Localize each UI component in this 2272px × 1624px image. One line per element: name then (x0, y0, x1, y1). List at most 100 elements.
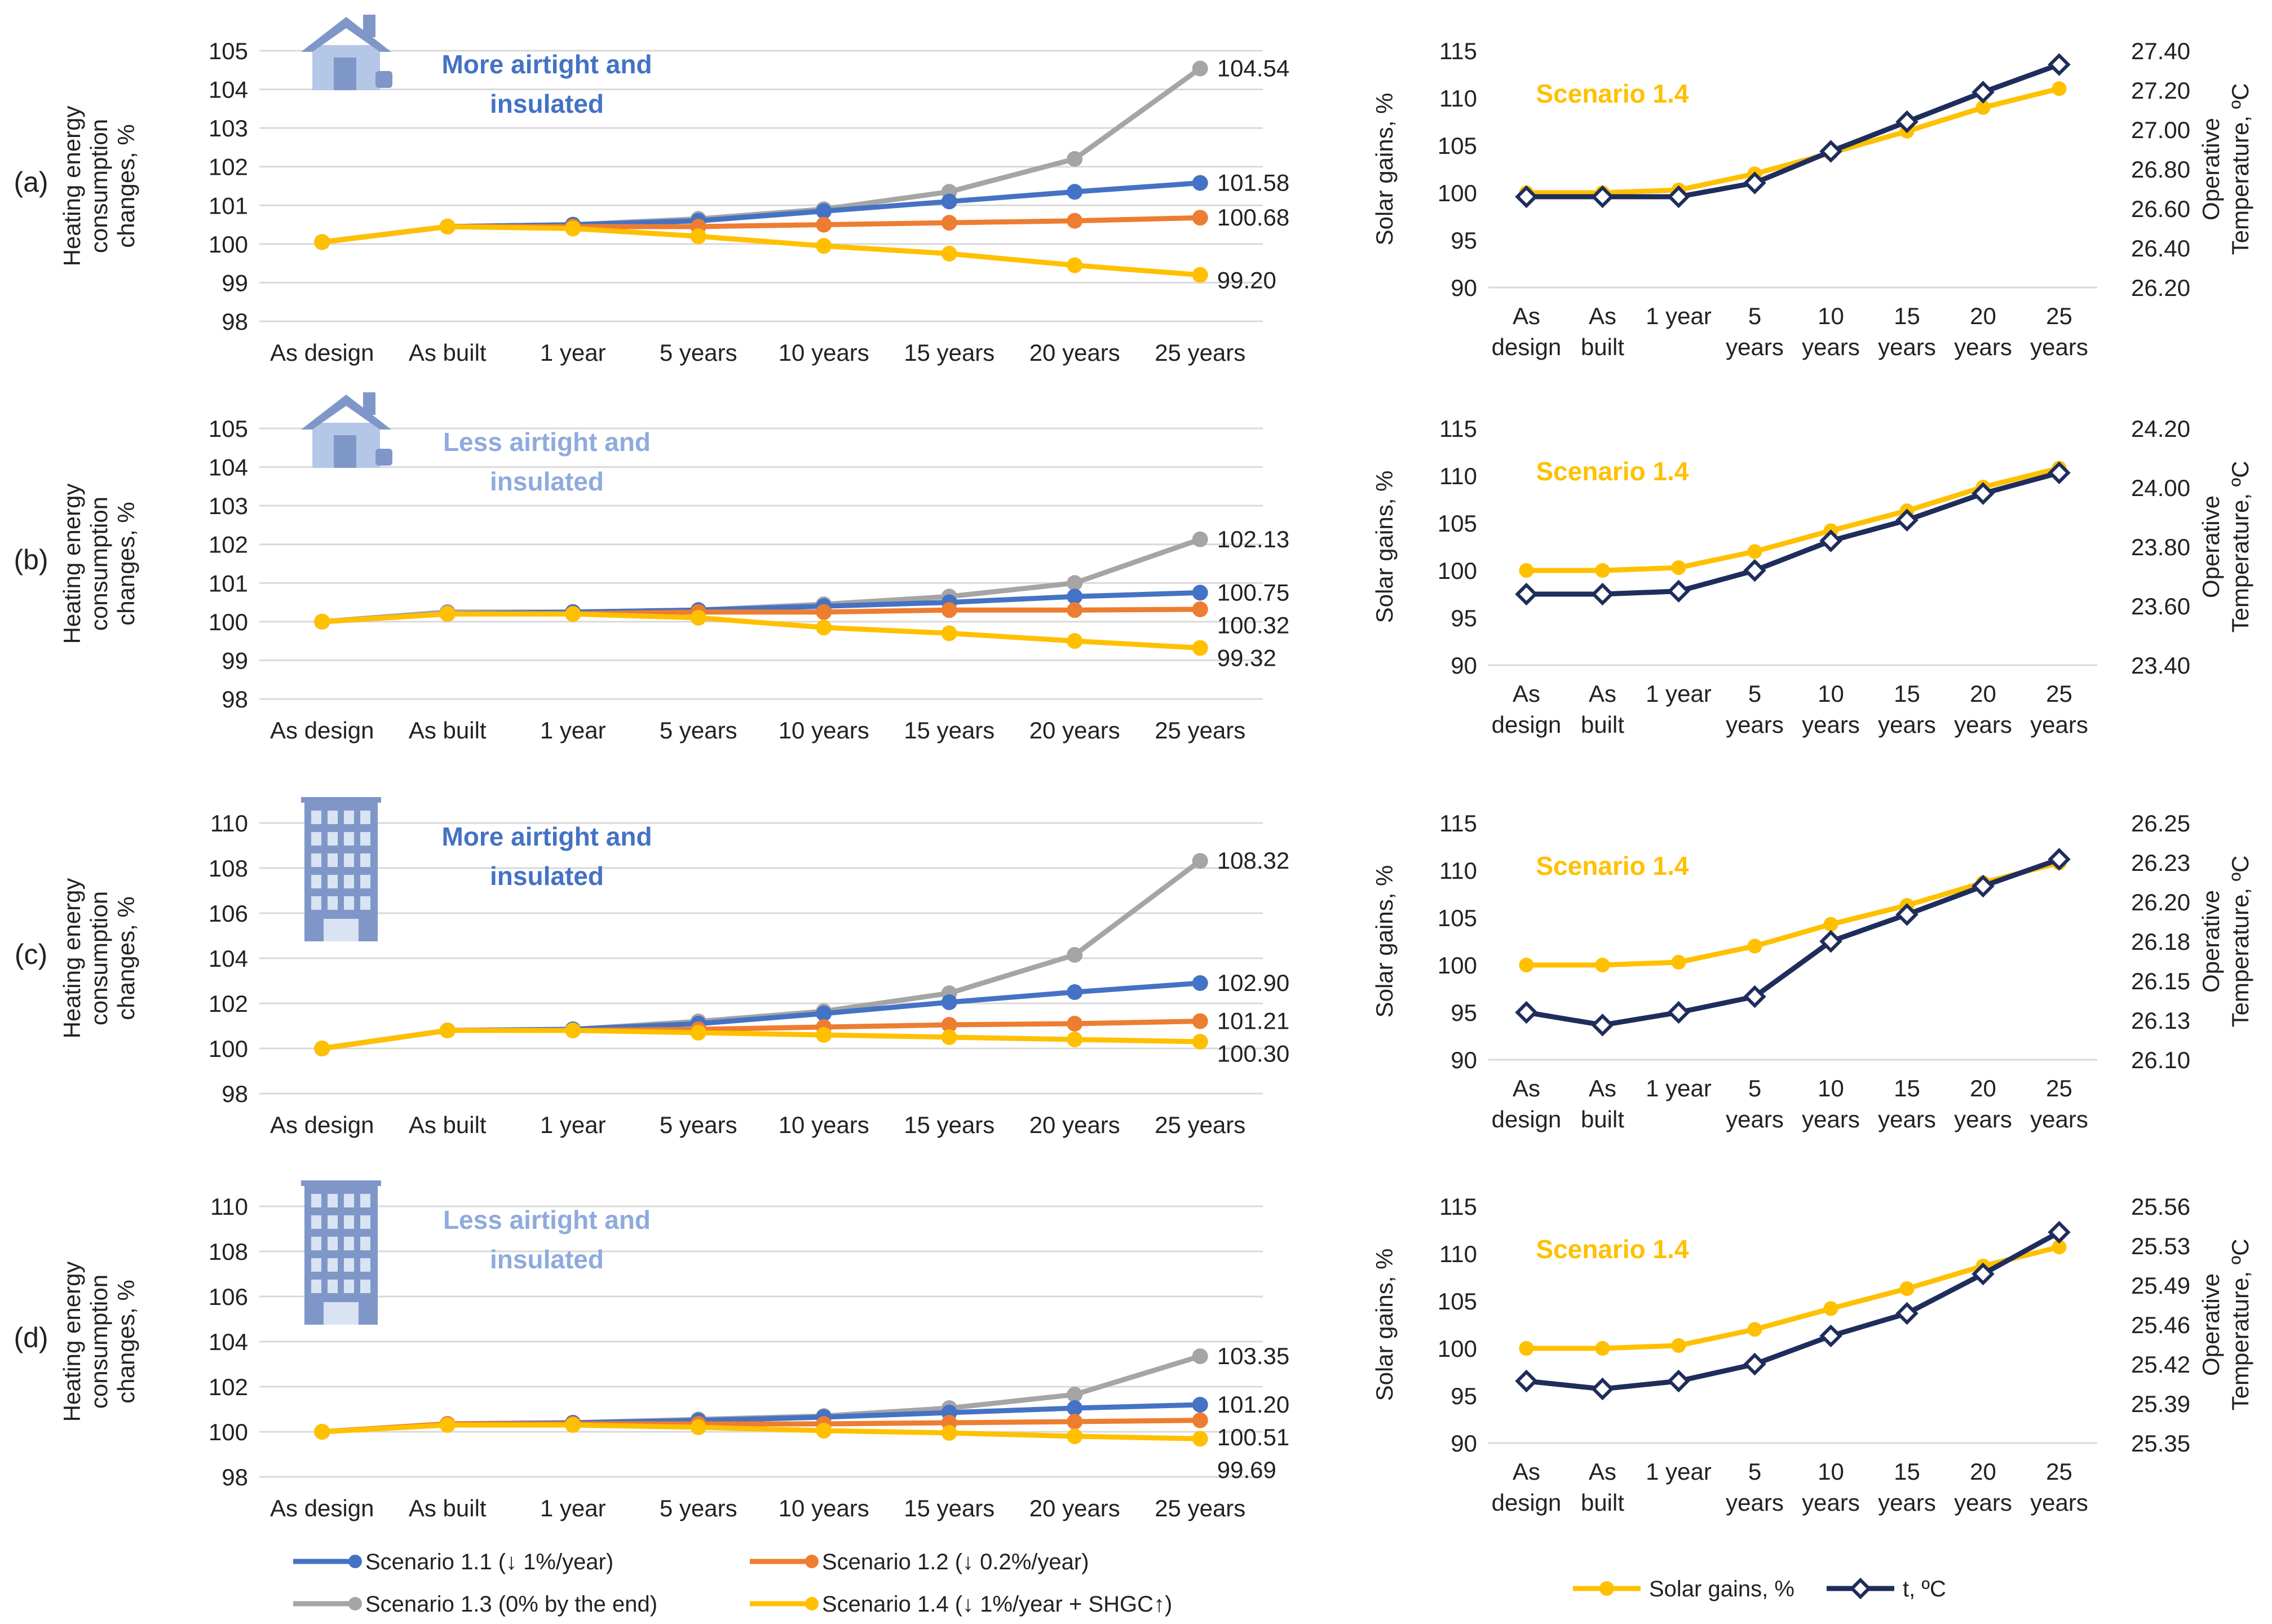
right-chart: 115110105100959026.2526.2326.2026.1826.1… (1371, 810, 2253, 1132)
x-tick-label: 1 year (1646, 1075, 1712, 1101)
x-tick-label: 5 years (660, 1495, 737, 1521)
y-label-line: changes, % (113, 124, 139, 247)
x-tick-label: years (1726, 334, 1784, 360)
y-tick-label: 105 (1438, 132, 1477, 159)
data-point (1067, 1414, 1083, 1430)
left-chart: 110 108 106 104 102 100 98 As design As built 1 y… (59, 1180, 1289, 1521)
y-label-line: consumption (86, 1275, 112, 1409)
tower-window (328, 896, 338, 910)
x-tick-label: years (2030, 711, 2088, 738)
y-tick-label: 99 (222, 647, 248, 674)
temp-point (1972, 874, 1995, 898)
legend-label: t, ºC (1903, 1577, 1946, 1601)
temp-tick-label: 23.40 (2131, 652, 2190, 679)
tower-window (328, 1280, 338, 1293)
data-point (314, 613, 330, 630)
left-chart: 110 108 106 104 102 100 98 As design As built 1 y… (59, 797, 1289, 1138)
solar-point (1595, 958, 1610, 972)
data-point (1067, 151, 1083, 167)
temp-tick-label: 26.13 (2131, 1007, 2190, 1034)
data-point (941, 1425, 957, 1441)
solar-point (1747, 1322, 1762, 1337)
temp-point (1895, 903, 1919, 926)
y-tick-label: 99 (222, 269, 248, 296)
temp-tick-label: 23.80 (2131, 534, 2190, 560)
x-tick-label: 5 (1748, 1458, 1761, 1485)
temp-tick-label: 26.40 (2131, 235, 2190, 262)
legend-label: Scenario 1.3 (0% by the end) (365, 1592, 657, 1617)
x-tick-label: 1 year (540, 1112, 606, 1138)
right-y-axis-label: Solar gains, % (1371, 1249, 1398, 1401)
y-label-line: changes, % (113, 502, 139, 625)
x-tick-label: As (1589, 1458, 1616, 1485)
end-value-label: 100.75 (1217, 579, 1289, 605)
x-tick-label: 20 years (1029, 339, 1120, 366)
y-tick-label: 110 (1439, 85, 1477, 112)
tower-window (360, 1194, 370, 1207)
end-value-label: 104.54 (1217, 55, 1289, 82)
y-tick-label: 104 (209, 77, 248, 103)
y-label-line: changes, % (113, 896, 139, 1020)
tower-window (344, 832, 354, 846)
tower-window (360, 1237, 370, 1250)
y-tick-label: 100 (209, 231, 248, 258)
temp-label-line: Temperature, ºC (2227, 1239, 2253, 1411)
end-value-label: 100.51 (1217, 1424, 1289, 1450)
y-tick-label: 98 (222, 1081, 248, 1107)
data-point (816, 1027, 832, 1043)
y-tick-label: 110 (1439, 1241, 1477, 1267)
data-point (314, 1041, 330, 1056)
data-point (1192, 531, 1208, 547)
tower-window (328, 875, 338, 888)
temp-tick-label: 25.42 (2131, 1351, 2190, 1378)
temp-axis-label: Operative Temperature, ºC (2198, 856, 2253, 1028)
x-tick-label: As (1513, 1458, 1540, 1485)
solar-point (1671, 1338, 1686, 1353)
end-value-label: 103.35 (1217, 1343, 1289, 1369)
data-point (816, 1423, 832, 1439)
data-point (1067, 1428, 1083, 1444)
scenario-label: Scenario 1.4 (1536, 79, 1688, 108)
x-tick-label: 5 years (660, 1112, 737, 1138)
solar-gains-line (1526, 466, 2060, 573)
data-point (1192, 267, 1208, 283)
data-point (1192, 210, 1208, 226)
y-tick-label: 100 (1438, 1335, 1477, 1362)
scenario-label: Scenario 1.4 (1536, 851, 1688, 880)
y-tick-label: 110 (210, 1193, 248, 1220)
x-tick-label: years (2030, 334, 2088, 360)
series-line-Scenario14 (322, 1422, 1200, 1441)
temp-label-line: Temperature, ºC (2227, 83, 2253, 255)
x-tick-label: years (1802, 334, 1860, 360)
data-point (1067, 588, 1083, 605)
data-point (1067, 633, 1083, 649)
data-point (565, 606, 581, 622)
y-label-line: consumption (86, 497, 112, 631)
tower-window (360, 1258, 370, 1272)
end-value-label: 101.58 (1217, 170, 1289, 196)
solar-point (1595, 563, 1610, 578)
temp-point (1591, 1377, 1614, 1401)
x-tick-label: built (1581, 334, 1624, 360)
temp-tick-label: 25.46 (2131, 1312, 2190, 1338)
y-label-line: Heating energy (59, 1262, 85, 1422)
y-tick-label: 108 (209, 855, 248, 882)
temp-point (1591, 185, 1614, 209)
house-chimney (363, 15, 375, 37)
y-label-line: consumption (86, 119, 112, 253)
x-tick-label: 25 (2046, 680, 2072, 707)
y-tick-label: 98 (222, 1464, 248, 1490)
y-tick-label: 108 (209, 1238, 248, 1265)
y-tick-label: 100 (209, 1419, 248, 1445)
x-tick-label: 20 years (1029, 1495, 1120, 1521)
y-tick-label: 106 (209, 900, 248, 927)
x-tick-label: 25 (2046, 1075, 2072, 1101)
tower-window (360, 896, 370, 910)
data-point (1067, 1016, 1083, 1032)
y-tick-label: 115 (1439, 810, 1477, 837)
data-point (1192, 585, 1208, 601)
y-tick-label: 110 (210, 810, 248, 837)
tagline-line: Less airtight and (443, 427, 651, 457)
legend-label: Scenario 1.1 (↓ 1%/year) (365, 1550, 613, 1574)
solar-point (2052, 1240, 2067, 1255)
